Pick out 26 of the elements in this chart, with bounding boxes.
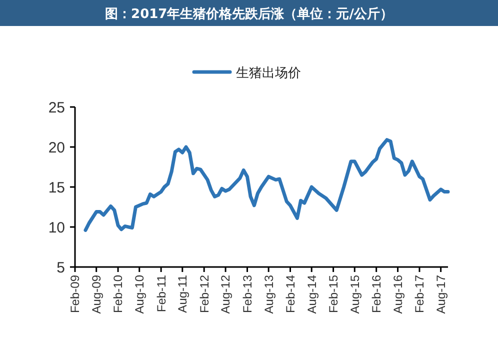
x-tick-label: Aug-14 [304, 274, 319, 314]
y-tick-label: 5 [56, 259, 65, 276]
x-tick-label: Aug-10 [132, 274, 147, 314]
x-tick-label: Aug-09 [90, 274, 104, 314]
y-tick-label: 15 [48, 179, 65, 196]
x-tick-label: Feb-16 [370, 274, 384, 314]
chart-title: 图：2017年生猪价格先跌后涨（单位：元/公斤） [105, 6, 393, 22]
x-tick-label: Feb-17 [412, 274, 427, 314]
line-series [84, 138, 450, 232]
x-tick-label: Aug-15 [348, 274, 362, 314]
y-tick-label: 20 [48, 139, 65, 156]
x-tick-label: Aug-17 [434, 274, 448, 314]
x-tick-label: Aug-12 [218, 274, 233, 314]
x-tick-label: Feb-14 [283, 274, 298, 314]
x-tick-label: Feb-12 [197, 274, 212, 314]
x-tick-label: Aug-11 [176, 274, 190, 313]
legend-label: 生猪出场价 [236, 66, 301, 81]
x-tick-label: Feb-15 [326, 274, 340, 314]
x-tick-label: Feb-13 [240, 274, 254, 314]
x-tick-label: Feb-09 [68, 274, 82, 314]
y-tick-label: 10 [48, 219, 65, 236]
x-tick-label: Aug-16 [390, 274, 405, 314]
x-tick-label: Feb-11 [154, 274, 168, 312]
x-tick-label: Aug-13 [262, 274, 276, 314]
y-tick-label: 25 [48, 99, 65, 116]
x-tick-label: Feb-10 [111, 274, 126, 314]
